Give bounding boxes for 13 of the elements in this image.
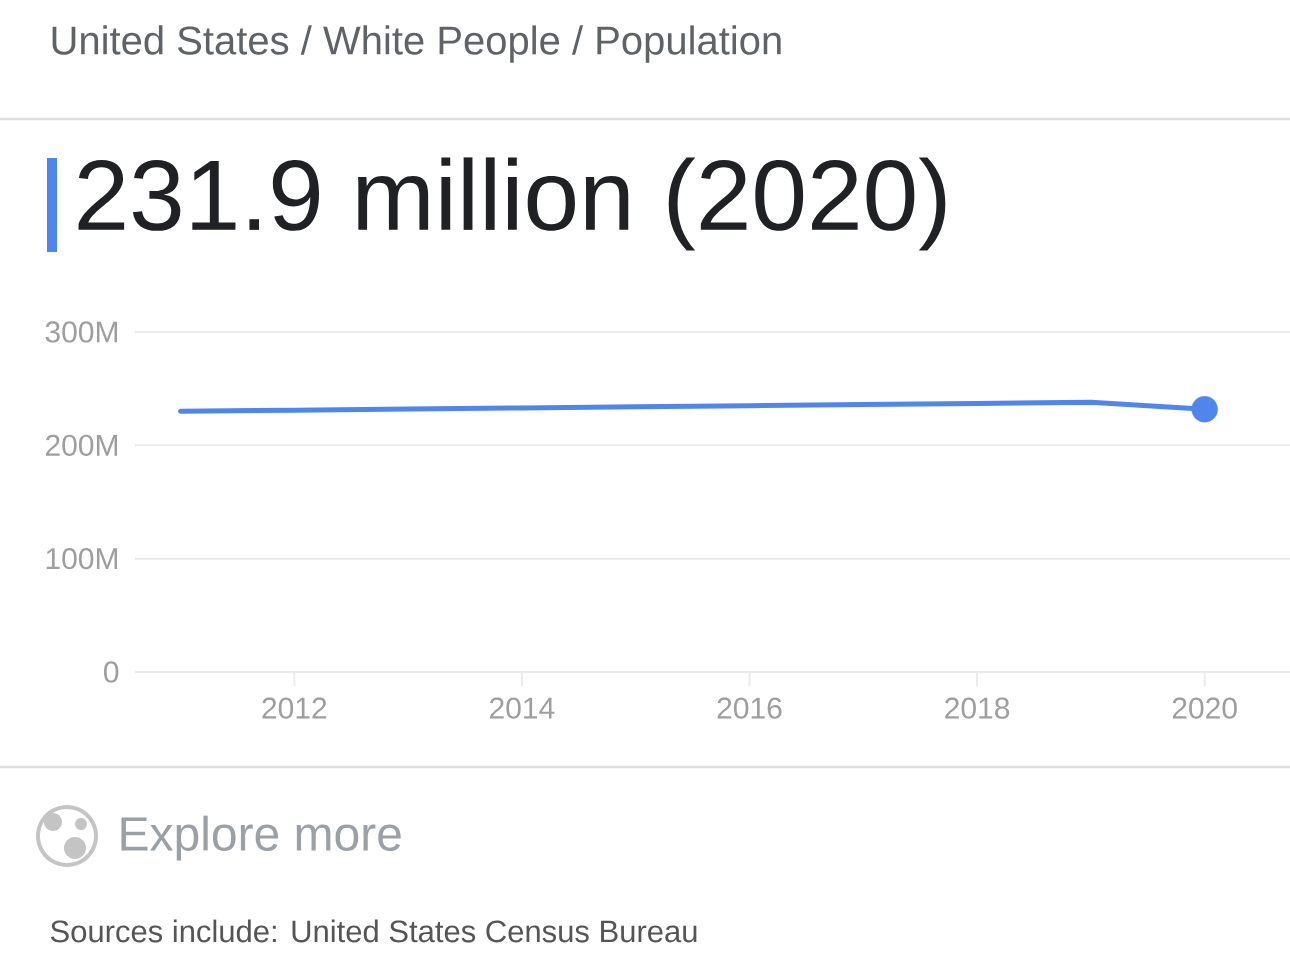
x-tick-label: 2020 <box>1172 697 1237 719</box>
x-tick-label: 2012 <box>262 697 327 719</box>
text: Explore more <box>121 815 401 861</box>
x-tick-label: 2014 <box>490 697 555 719</box>
source-note: Sources include: United States Census Bureau <box>50 919 697 943</box>
y-tick-label: 200M <box>45 434 118 456</box>
chart-subtitle: 231.9 million (2020) <box>78 157 946 251</box>
chart-title: United States / White People / Population <box>52 25 781 63</box>
x-tick-label: 2018 <box>945 697 1010 719</box>
y-tick-label: 0 <box>103 661 119 683</box>
y-tick-label: 100M <box>46 548 118 570</box>
y-tick-label: 300M <box>45 321 118 343</box>
x-tick-label: 2016 <box>717 697 782 719</box>
